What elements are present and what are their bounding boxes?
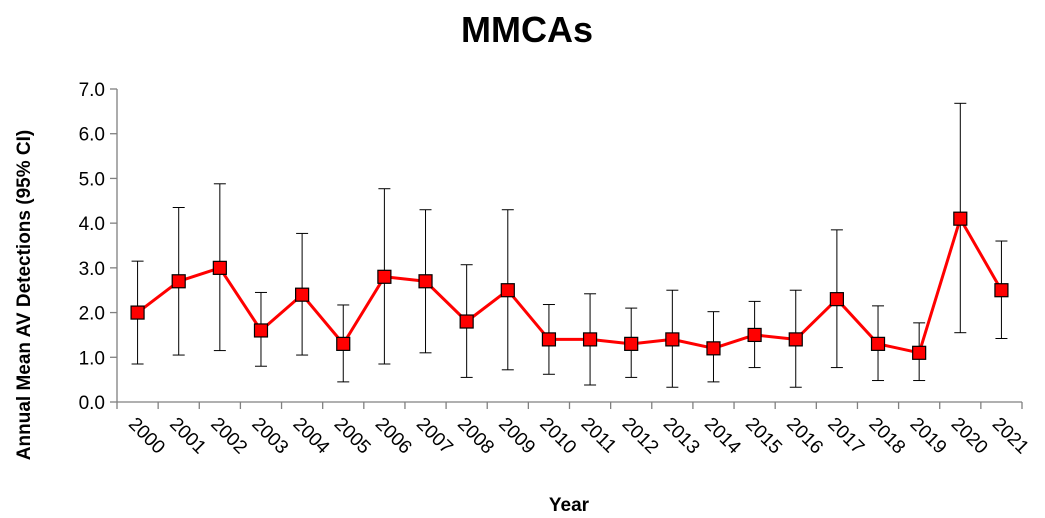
y-tick-label: 6.0 [79, 125, 105, 146]
data-point [788, 332, 803, 347]
x-tick-label: 2006 [371, 414, 416, 459]
data-point [295, 287, 310, 302]
y-tick-label: 2.0 [79, 304, 105, 325]
x-tick-label: 2012 [618, 414, 663, 459]
x-tick-label: 2014 [700, 414, 745, 459]
data-point [253, 323, 269, 338]
chart-title: MMCAs [461, 9, 593, 50]
x-tick-label: 2016 [782, 414, 827, 459]
data-point [541, 332, 557, 347]
x-tick-label: 2002 [206, 414, 251, 459]
data-point [665, 332, 680, 347]
x-tick-label: 2019 [906, 414, 951, 459]
data-point [706, 341, 721, 356]
x-tick-label: 2021 [988, 414, 1033, 459]
data-point [212, 260, 227, 275]
data-point [747, 327, 762, 343]
y-tick-label: 7.0 [79, 80, 105, 101]
x-tick-label: 2020 [947, 414, 992, 459]
y-tick-label: 4.0 [79, 214, 105, 235]
data-point [130, 305, 145, 320]
x-tick-label: 2009 [494, 414, 539, 459]
y-tick-label: 3.0 [79, 259, 105, 280]
series-line [136, 217, 1003, 355]
x-tick-label: 2015 [741, 414, 786, 459]
data-point [870, 336, 886, 351]
data-point [500, 283, 515, 298]
y-tick-label: 1.0 [79, 348, 105, 369]
data-point [582, 332, 598, 347]
data-point [829, 292, 844, 307]
x-tick-label: 2007 [412, 414, 457, 459]
data-point [624, 336, 639, 351]
data-point [418, 274, 433, 289]
x-tick-label: 2017 [823, 414, 868, 459]
x-tick-label: 2008 [453, 414, 498, 459]
x-tick-label: 2001 [165, 414, 210, 459]
y-axis-label: Annual Mean AV Detections (95% CI) [14, 130, 35, 460]
x-tick-label: 2000 [124, 414, 169, 459]
data-point [336, 336, 351, 351]
x-tick-label: 2018 [864, 414, 909, 459]
data-point [171, 274, 186, 289]
data-point [912, 345, 927, 360]
y-tick-label: 5.0 [79, 169, 105, 190]
x-tick-label: 2011 [577, 414, 621, 458]
x-tick-label: 2005 [330, 414, 375, 459]
data-point [459, 314, 474, 329]
x-tick-label: 2004 [289, 414, 334, 459]
plot-area: 0.0 1.0 2.0 3.0 4.0 5.0 6.0 7.0 2000200120022003… [79, 80, 1033, 459]
data-point [953, 211, 968, 226]
data-point [377, 269, 392, 284]
x-tick-label: 2003 [247, 414, 292, 459]
x-tick-label: 2013 [659, 414, 704, 459]
x-axis-label: Year [549, 495, 590, 516]
y-tick-label: 0.0 [79, 393, 105, 414]
x-tick-label: 2010 [535, 414, 580, 459]
data-point [994, 283, 1009, 298]
